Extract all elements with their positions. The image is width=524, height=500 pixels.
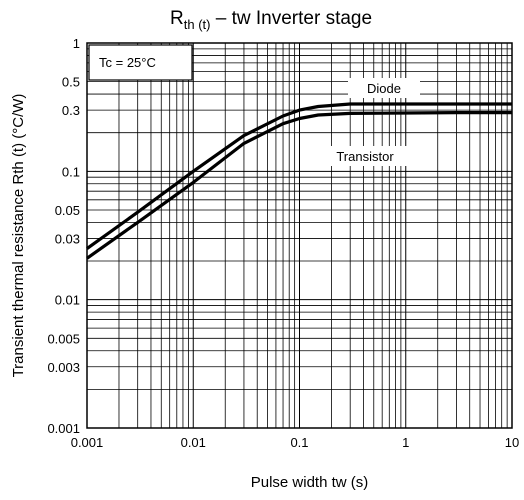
y-tick-label: 0.1 — [62, 164, 80, 179]
series-label-transistor: Transistor — [336, 149, 394, 164]
x-tick-label: 0.01 — [181, 435, 206, 450]
chart-title: Rth (t) – tw Inverter stage — [170, 8, 373, 32]
x-axis-label: Pulse width tw (s) — [251, 474, 369, 491]
plot-frame — [86, 42, 513, 429]
y-tick-label: 0.05 — [55, 203, 80, 218]
annotation-box — [88, 44, 193, 81]
x-tick-label: 10 — [505, 435, 519, 450]
series-label-diode: Diode — [367, 81, 401, 96]
x-tick-label: 0.001 — [71, 435, 104, 450]
y-tick-label: 0.01 — [55, 293, 80, 308]
y-axis-label: Transient thermal resistance Rth (t) (°C… — [10, 94, 27, 378]
y-tick-label: 0.001 — [47, 421, 80, 436]
series-label-bg — [348, 78, 420, 98]
y-tick-label: 0.005 — [47, 331, 80, 346]
series-line-transistor — [86, 110, 512, 260]
x-tick-label: 0.1 — [290, 435, 308, 450]
annotation-label: Tc = 25°C — [99, 55, 156, 70]
y-tick-label: 0.3 — [62, 103, 80, 118]
y-tick-label: 0.003 — [47, 360, 80, 375]
y-tick-label: 1 — [73, 36, 80, 51]
y-tick-label: 0.5 — [62, 75, 80, 90]
series-label-bg — [322, 146, 408, 166]
series-line-diode — [86, 102, 512, 250]
y-tick-label: 0.03 — [55, 231, 80, 246]
x-tick-label: 1 — [402, 435, 409, 450]
